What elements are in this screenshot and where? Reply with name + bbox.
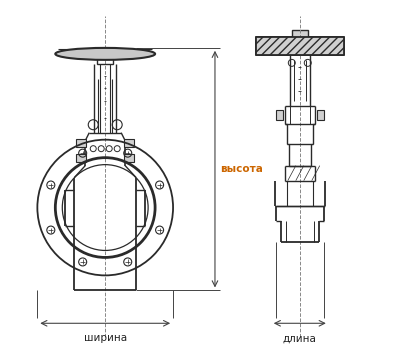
Bar: [124, 154, 134, 162]
Text: ширина: ширина: [84, 333, 127, 343]
Bar: [317, 110, 324, 120]
Bar: [76, 139, 86, 147]
Bar: [76, 154, 86, 162]
Text: длина: длина: [283, 333, 317, 343]
Ellipse shape: [55, 48, 155, 60]
Bar: [97, 56, 113, 64]
Bar: [256, 37, 344, 55]
Bar: [292, 30, 308, 37]
Bar: [276, 110, 283, 120]
Bar: [124, 139, 134, 147]
Bar: [99, 51, 111, 57]
Text: высота: высота: [220, 164, 263, 174]
